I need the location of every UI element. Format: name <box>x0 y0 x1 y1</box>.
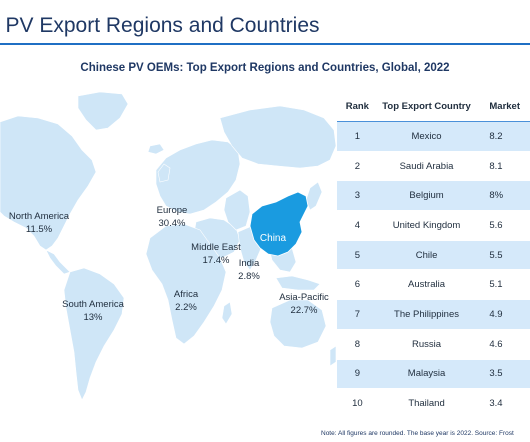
land-greenland <box>77 91 129 131</box>
region-name: Middle East <box>191 242 241 253</box>
land-new-zealand <box>329 345 336 367</box>
land-iceland <box>147 143 165 155</box>
country-cell: Belgium <box>377 180 476 212</box>
china-highlight <box>249 191 309 257</box>
footnote: Note: All figures are rounded. The base … <box>321 430 514 437</box>
rank-cell: 4 <box>337 210 378 241</box>
rank-cell: 3 <box>337 180 378 212</box>
region-value: 30.4% <box>158 218 186 229</box>
column-header-rank: Rank <box>337 91 378 122</box>
table-row: 10 Thailand 3.4 <box>337 388 530 419</box>
country-cell: Saudi Arabia <box>377 151 476 182</box>
market-share-cell: 8.2 <box>475 121 530 152</box>
region-label-south-america: South America 13% <box>62 298 124 324</box>
region-name: South America <box>62 299 124 310</box>
market-share-cell: 4.6 <box>475 329 530 360</box>
country-cell: Russia <box>377 329 476 360</box>
table-row: 9 Malaysia 3.5 <box>337 359 530 390</box>
region-value: 2.8% <box>238 271 260 282</box>
rank-cell: 5 <box>337 240 378 271</box>
country-cell: Thailand <box>377 388 476 419</box>
land-north-asia <box>219 105 336 169</box>
market-share-cell: 5.5 <box>475 240 530 271</box>
region-value: 13% <box>83 312 103 323</box>
land-indonesia <box>275 275 321 291</box>
page-title: o PV Export Regions and Countries <box>0 14 320 37</box>
land-south-america <box>63 267 125 401</box>
rank-cell: 2 <box>337 151 378 182</box>
region-name: India <box>238 258 260 269</box>
region-value: 2.2% <box>175 302 197 313</box>
table-row: 1 Mexico 8.2 <box>337 121 530 152</box>
table-row: 7 The Philippines 4.9 <box>337 299 530 330</box>
table-row: 5 Chile 5.5 <box>337 240 530 271</box>
region-label-north-america: North America 11.5% <box>9 210 69 236</box>
market-share-cell: 8.1 <box>475 151 530 182</box>
country-cell: Malaysia <box>377 359 476 390</box>
land-australia <box>269 299 327 349</box>
land-north-america <box>0 115 97 251</box>
rank-cell: 10 <box>337 388 378 419</box>
market-share-cell: 8% <box>475 180 530 212</box>
country-cell: Mexico <box>377 121 476 152</box>
market-share-cell: 5.6 <box>475 210 530 241</box>
country-cell: Chile <box>377 240 476 271</box>
region-value: 22.7% <box>290 305 318 316</box>
region-name: Europe <box>156 205 188 216</box>
country-cell: The Philippines <box>377 299 476 330</box>
rank-cell: 6 <box>337 269 378 301</box>
land-japan <box>305 181 323 211</box>
land-central-asia <box>223 189 251 231</box>
table-header-row: Rank Top Export Country Market <box>337 91 530 122</box>
land-africa <box>145 223 227 345</box>
region-label-india: India 2.8% <box>238 257 260 283</box>
market-share-cell: 4.9 <box>475 299 530 330</box>
chart-subtitle: Chinese PV OEMs: Top Export Regions and … <box>80 62 450 74</box>
region-label-africa: Africa 2.2% <box>174 288 198 314</box>
table-row: 4 United Kingdom 5.6 <box>337 210 530 241</box>
region-value: 11.5% <box>25 224 53 235</box>
region-value: 17.4% <box>202 255 230 266</box>
world-map <box>0 91 336 401</box>
region-name: Asia-Pacific <box>279 292 329 303</box>
rank-cell: 1 <box>337 121 378 152</box>
column-header-market: Market <box>475 91 530 122</box>
region-name: North America <box>8 211 70 222</box>
land-central-america <box>45 249 71 275</box>
land-europe <box>155 139 241 215</box>
land-madagascar <box>221 301 233 325</box>
land-uk <box>157 163 171 183</box>
table-row: 3 Belgium 8% <box>337 180 530 212</box>
rank-cell: 8 <box>337 329 378 360</box>
country-cell: United Kingdom <box>377 210 476 241</box>
market-share-cell: 5.1 <box>475 269 530 301</box>
market-share-cell: 3.4 <box>475 388 530 419</box>
rank-cell: 9 <box>337 359 378 390</box>
table-row: 8 Russia 4.6 <box>337 329 530 360</box>
region-label-europe: Europe 30.4% <box>157 204 188 230</box>
title-divider <box>0 43 530 45</box>
region-label-middle-east: Middle East 17.4% <box>191 241 241 267</box>
table-row: 2 Saudi Arabia 8.1 <box>337 151 530 182</box>
table-row: 6 Australia 5.1 <box>337 269 530 301</box>
region-name: Africa <box>173 289 199 300</box>
market-share-cell: 3.5 <box>475 359 530 390</box>
china-label: China <box>259 233 287 244</box>
column-header-country: Top Export Country <box>377 91 476 122</box>
country-cell: Australia <box>377 269 476 301</box>
rank-cell: 7 <box>337 299 378 330</box>
export-country-table: Rank Top Export Country Market 1 Mexico 8.… <box>337 91 530 419</box>
region-label-asia-pacific: Asia-Pacific 22.7% <box>279 291 329 317</box>
